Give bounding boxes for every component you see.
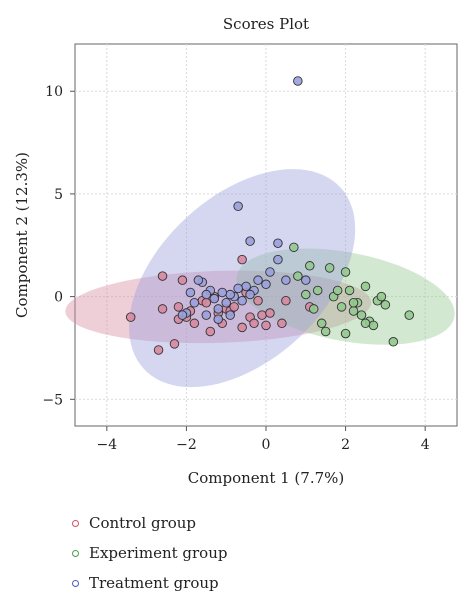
data-point-series-2 [289,242,299,253]
data-point-series-3 [273,238,283,248]
y-tick-label: −5 [42,392,63,408]
data-point-series-3 [253,275,263,285]
data-point-series-3 [237,295,247,306]
legend-item-control: Control group [72,508,227,538]
x-axis-label: Component 1 (7.7%) [188,469,344,487]
data-point-series-3 [233,283,243,294]
data-point-series-2 [356,310,367,320]
axis-ticks: −4 −2 0 2 4 −5 0 5 10 [42,84,429,453]
data-point-series-2 [320,326,331,337]
data-point-series-3 [217,287,227,298]
data-point-series-1 [281,295,291,306]
confidence-ellipse-2 [236,248,455,345]
data-point-series-3 [209,293,220,304]
legend: Control group Experiment group Treatment… [72,508,227,598]
data-point-series-2 [293,271,303,281]
data-point-series-1 [265,308,275,318]
data-point-series-1 [201,298,212,308]
data-point-series-1 [237,254,247,265]
data-point-series-1 [249,318,259,329]
data-point-series-2 [348,306,359,316]
data-point-series-1 [153,345,164,355]
data-point-series-2 [324,263,335,273]
data-point-series-1 [253,295,263,306]
data-point-series-3 [245,236,255,246]
data-point-series-3 [213,314,223,324]
data-point-series-2 [309,304,319,314]
data-point-series-3 [185,287,196,298]
data-point-series-3 [201,310,212,320]
data-point-series-1 [125,312,136,322]
data-point-series-3 [221,298,231,308]
y-tick-label: 0 [54,290,63,306]
x-tick-label: 2 [341,437,350,453]
data-point-series-2 [348,298,359,308]
data-point-series-2 [340,267,351,277]
data-point-series-2 [312,285,323,296]
data-point-series-1 [205,326,216,337]
y-tick-label: 5 [54,187,63,203]
data-point-series-3 [193,275,204,285]
data-point-series-3 [273,254,283,265]
legend-marker-control [72,519,79,527]
data-point-series-3 [189,298,200,308]
data-point-series-1 [177,275,188,285]
legend-item-experiment: Experiment group [72,538,227,568]
data-point-series-1 [173,302,184,312]
data-point-series-3 [261,279,271,290]
data-point-series-1 [257,310,267,320]
legend-marker-experiment [72,549,79,557]
data-point-series-3 [225,289,235,300]
data-point-series-2 [301,289,311,300]
data-point-series-3 [293,76,303,86]
y-tick-label: 10 [45,84,63,100]
data-point-series-3 [233,201,243,211]
plot-area [74,43,458,427]
data-point-series-1 [229,302,239,312]
data-point-series-2 [336,302,347,312]
data-point-series-1 [261,320,271,331]
legend-item-treatment: Treatment group [72,568,227,598]
data-point-series-1 [157,271,168,281]
chart-title: Scores Plot [223,15,309,33]
y-axis-label: Component 2 (12.3%) [13,152,31,318]
data-point-series-2 [388,337,399,347]
data-point-series-2 [376,291,387,302]
x-tick-label: −4 [97,437,118,453]
data-point-series-3 [281,275,291,285]
data-point-series-1 [169,339,180,349]
data-point-series-1 [157,304,168,314]
data-point-series-3 [225,310,235,320]
x-tick-label: −2 [176,437,197,453]
data-point-series-3 [245,289,255,300]
data-point-series-2 [360,281,371,292]
legend-marker-treatment [72,579,79,587]
data-point-series-2 [340,328,351,339]
data-points [125,76,415,355]
data-point-series-2 [380,300,391,310]
legend-label-treatment: Treatment group [89,574,219,592]
data-point-series-2 [368,320,379,331]
x-tick-label: 4 [421,437,430,453]
data-point-series-1 [189,318,200,329]
legend-label-control: Control group [89,514,197,532]
data-point-series-2 [305,261,315,271]
data-point-series-1 [277,318,287,329]
data-point-series-3 [301,275,311,285]
x-tick-label: 0 [262,437,271,453]
data-point-series-2 [404,310,415,320]
legend-label-experiment: Experiment group [89,544,228,562]
data-point-series-2 [360,318,371,329]
data-point-series-3 [265,267,275,277]
data-point-series-2 [344,285,355,296]
data-point-series-3 [213,304,223,314]
data-point-series-2 [316,318,327,329]
data-point-series-2 [332,285,343,296]
data-point-series-3 [241,281,251,292]
data-point-series-3 [201,289,212,300]
confidence-ellipse-3 [129,169,356,388]
data-point-series-3 [177,310,188,320]
data-point-series-1 [237,322,247,333]
